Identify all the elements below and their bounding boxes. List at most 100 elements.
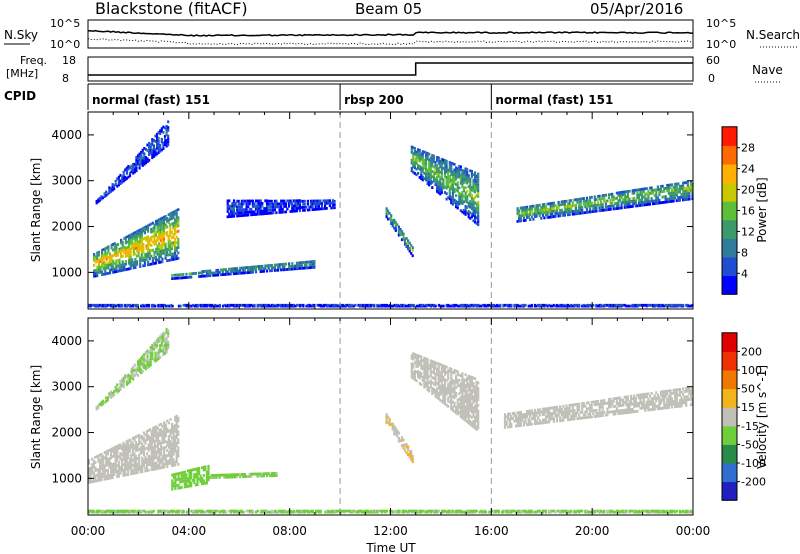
heatmap-cell (139, 228, 142, 232)
heatmap-cell (104, 255, 107, 259)
heatmap-cell (432, 176, 435, 180)
heatmap-cell (432, 171, 435, 174)
heatmap-cell (128, 467, 131, 470)
heatmap-cell (604, 202, 607, 206)
heatmap-cell (169, 461, 172, 465)
heatmap-cell (153, 456, 156, 460)
heatmap-cell (300, 266, 303, 270)
heatmap-cell (436, 367, 439, 371)
heatmap-cell (538, 209, 541, 212)
heatmap-cell (99, 475, 102, 479)
heatmap-cell (655, 396, 658, 400)
heatmap-cell (117, 180, 120, 184)
heatmap-cell (439, 393, 442, 396)
heatmap-cell (470, 402, 473, 406)
heatmap-cell (127, 456, 130, 460)
heatmap-cell (229, 303, 232, 307)
heatmap-cell (450, 187, 453, 191)
heatmap-cell (611, 410, 614, 414)
heatmap-cell (596, 400, 600, 403)
heatmap-cell (670, 197, 674, 200)
heatmap-cell (174, 472, 177, 476)
heatmap-cell (653, 202, 656, 205)
heatmap-cell (152, 152, 155, 156)
heatmap-cell (147, 255, 150, 258)
heatmap-cell (601, 402, 604, 406)
heatmap-cell (116, 453, 119, 456)
heatmap-cell (570, 409, 573, 413)
heatmap-cell (96, 265, 99, 269)
heatmap-cell (172, 447, 175, 450)
heatmap-cell (423, 171, 426, 175)
heatmap-cell (237, 271, 240, 275)
heatmap-cell (228, 199, 231, 203)
heatmap-cell (390, 222, 393, 225)
heatmap-cell (235, 473, 239, 477)
heatmap-cell (297, 264, 300, 268)
heatmap-cell (442, 183, 445, 187)
heatmap-cell (652, 303, 655, 307)
heatmap-cell (537, 303, 540, 307)
heatmap-cell (166, 454, 169, 458)
heatmap-cell (100, 195, 103, 199)
heatmap-cell (557, 413, 560, 417)
heatmap-cell (541, 208, 544, 212)
heatmap-cell (451, 202, 454, 206)
heatmap-cell (140, 150, 143, 154)
heatmap-cell (670, 188, 674, 192)
heatmap-cell (686, 189, 689, 193)
cpid-label: CPID (4, 89, 36, 103)
heatmap-cell (127, 470, 130, 473)
heatmap-cell (667, 303, 670, 307)
heatmap-cell (134, 441, 138, 444)
heatmap-cell (439, 179, 442, 182)
heatmap-cell (160, 343, 163, 347)
heatmap-cell (659, 393, 663, 397)
heatmap-cell (139, 451, 142, 455)
heatmap-cell (615, 207, 618, 210)
heatmap-cell (418, 363, 421, 366)
heatmap-cell (129, 233, 132, 237)
heatmap-cell (153, 240, 156, 243)
heatmap-cell (434, 160, 437, 164)
heatmap-cell (119, 380, 122, 383)
heatmap-cell (434, 380, 437, 384)
heatmap-cell (113, 267, 116, 271)
heatmap-cell (163, 424, 166, 427)
heatmap-cell (685, 303, 688, 307)
heatmap-cell (622, 303, 625, 307)
heatmap-cell (94, 257, 97, 261)
heatmap-cell (661, 190, 664, 193)
heatmap-cell (111, 473, 114, 477)
heatmap-cell (167, 221, 170, 225)
heatmap-cell (124, 238, 127, 242)
heatmap-cell (166, 419, 169, 423)
heatmap-cell (124, 252, 127, 255)
heatmap-cell (126, 251, 129, 255)
heatmap-cell (116, 259, 119, 262)
heatmap-cell (159, 233, 162, 237)
heatmap-cell (464, 186, 467, 189)
heatmap-cell (131, 238, 134, 242)
heatmap-cell (167, 245, 170, 249)
heatmap-cell (94, 469, 97, 472)
heatmap-cell (645, 200, 648, 204)
heatmap-cell (169, 215, 172, 218)
heatmap-cell (166, 430, 169, 434)
heatmap-cell (614, 303, 617, 307)
heatmap-cell (519, 413, 522, 417)
heatmap-cell (270, 205, 273, 209)
heatmap-cell (394, 432, 397, 436)
heatmap-cell (557, 408, 560, 412)
heatmap-cell (142, 256, 145, 260)
heatmap-cell (286, 303, 289, 307)
heatmap-cell (236, 214, 239, 218)
heatmap-cell (429, 370, 432, 374)
heatmap-cell (121, 268, 124, 272)
heatmap-cell (666, 406, 669, 410)
heatmap-cell (186, 469, 190, 473)
heatmap-cell (612, 303, 615, 307)
heatmap-cell (151, 235, 154, 239)
heatmap-cell (410, 161, 413, 165)
heatmap-cell (650, 303, 653, 307)
